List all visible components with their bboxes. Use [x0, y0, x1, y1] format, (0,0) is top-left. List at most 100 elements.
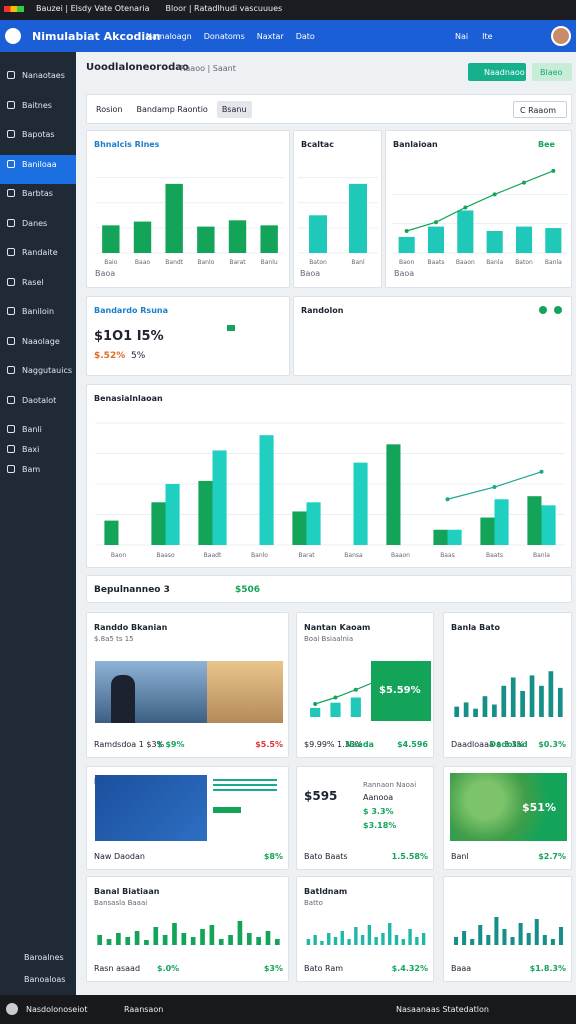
header-link[interactable]: Nai — [455, 32, 469, 41]
status-dot — [539, 306, 547, 314]
bar — [542, 935, 547, 945]
bar — [510, 677, 516, 717]
filter-tab[interactable]: Rosion — [96, 105, 123, 114]
bar — [421, 933, 426, 945]
x-label: Baton — [515, 259, 533, 266]
section-value: $506 — [235, 585, 261, 595]
sidebar-icon — [7, 395, 15, 404]
bar-chart: Baio Baao Bandt Banlo Barat Banlu — [95, 177, 285, 266]
nav-link[interactable]: Donatoms — [203, 32, 245, 41]
main-chart-card: Benasialnlaoan Baon Baaso Baadt Banlo Barat Ba… — [86, 384, 572, 568]
sidebar-icon — [7, 100, 15, 109]
card-footer-value: Naada — [345, 740, 374, 749]
grouped-bar-chart: Baon Baaso Baadt Banlo Barat Bansa Baaon Baas Ba… — [95, 422, 565, 559]
sidebar-item[interactable]: Bam — [0, 460, 76, 480]
bar — [470, 939, 475, 945]
taskbar-item[interactable]: Raansaon — [124, 1005, 164, 1014]
bar — [548, 671, 554, 717]
map-image — [450, 773, 567, 841]
sidebar-item[interactable]: Naaolage — [0, 332, 76, 362]
bar — [218, 939, 224, 945]
bar — [473, 708, 478, 717]
promo-button[interactable] — [213, 807, 241, 813]
bar — [209, 925, 215, 945]
sidebar-item[interactable]: Danes — [0, 214, 76, 244]
sidebar-item[interactable]: Daotalot — [0, 391, 76, 421]
nav-link[interactable]: Dato — [295, 32, 315, 41]
card-subtitle: Bansasla Baaai — [94, 899, 148, 907]
filter-tab[interactable]: Bsanu — [216, 101, 252, 118]
bar — [486, 935, 491, 945]
browser-tab[interactable]: Bauzei | Elsdy Vate Otenaria — [36, 4, 150, 13]
sidebar-item[interactable]: Rasel — [0, 273, 76, 303]
header-link[interactable]: Ite — [482, 32, 493, 41]
sidebar-item[interactable]: Nanaotaes — [0, 66, 76, 96]
trend-line — [447, 471, 542, 500]
select[interactable]: C Raaom — [513, 101, 567, 118]
bar — [388, 923, 392, 945]
bar — [228, 935, 233, 945]
sidebar-icon — [7, 445, 15, 453]
sidebar-item[interactable]: Banoaloas — [24, 975, 66, 984]
nav-link[interactable]: Namaloagn — [146, 32, 192, 41]
bar — [310, 707, 321, 717]
start-icon[interactable] — [6, 1003, 18, 1015]
x-label: Baaon — [391, 552, 410, 559]
filter-tabs: Rosion Bandamp Raontio Bsanu — [91, 101, 252, 118]
avatar[interactable] — [551, 26, 571, 46]
x-label: Baats — [486, 552, 503, 559]
status-dot — [554, 306, 562, 314]
sidebar-item[interactable]: Barbtas — [0, 184, 76, 214]
x-label: Baaso — [156, 552, 175, 559]
secondary-button[interactable]: Blaeo — [532, 63, 572, 81]
card-footer-value: $3% — [263, 964, 283, 973]
sidebar-item[interactable]: Banli — [0, 420, 76, 440]
sidebar-item[interactable]: Bapotas — [0, 125, 76, 155]
bar — [515, 226, 533, 253]
card: Nantan Kaoam Boai Bsiaalnia $5.59% $9.99% 1… — [296, 612, 434, 758]
bar — [545, 228, 562, 253]
sidebar-item[interactable]: Baxi — [0, 440, 76, 460]
nav-link[interactable]: Naxtar — [256, 32, 284, 41]
x-label: Barat — [229, 259, 246, 266]
header-links: Nai Ite — [455, 32, 493, 41]
sidebar-item[interactable]: Baitnes — [0, 96, 76, 126]
sidebar-item[interactable]: Randaite — [0, 243, 76, 273]
bar — [306, 502, 321, 545]
bar — [539, 685, 544, 717]
sidebar-item[interactable]: Naggutauics — [0, 361, 76, 391]
card: Banal Biatiaan Bansasla Baaai Rasn asaad $.… — [86, 876, 289, 982]
bar — [398, 236, 415, 253]
sidebar-item[interactable]: Baroalnes — [24, 953, 64, 962]
sidebar-item[interactable]: Baniloaa — [0, 154, 76, 184]
bar-chart: Baton Banl — [298, 177, 378, 266]
card: Baaa $1.8.3% — [443, 876, 572, 982]
bar — [265, 931, 271, 945]
bar — [340, 931, 344, 945]
bar — [492, 704, 497, 717]
bar — [541, 505, 556, 545]
bar — [327, 933, 331, 945]
taskbar-item[interactable]: Nasaanaas Statedatlon — [396, 1005, 489, 1014]
bar — [104, 520, 119, 545]
filter-tab[interactable]: Bandamp Raontio — [136, 105, 208, 114]
taskbar-item[interactable]: Nasdolonoseiot — [26, 1005, 88, 1014]
card-footer-value: 1.5.58% — [391, 852, 428, 861]
mini-chart — [454, 671, 563, 717]
bar — [333, 937, 338, 945]
panel: Bhnalcis Rlnes Baoa Baio Baao Bandt Banlo Bara… — [86, 130, 290, 288]
card-line: Aanooa — [363, 793, 394, 802]
bar — [190, 937, 196, 945]
promo-text — [213, 779, 277, 793]
kpi-card: Bandardo Rsuna $1O1 I5% $.52% 5% — [86, 296, 290, 376]
sidebar-icon — [7, 218, 15, 227]
bar — [462, 931, 467, 945]
sidebar-item[interactable]: Baniloin — [0, 302, 76, 332]
bar — [313, 935, 317, 945]
primary-button[interactable]: Naadnaoo — [468, 63, 526, 81]
bar — [306, 939, 311, 945]
browser-tab[interactable]: Bloor | Ratadlhudi vascuuues — [165, 4, 283, 13]
bar — [353, 462, 368, 545]
card-footer-value: $9.99% 1.33% — [304, 740, 363, 749]
bar — [415, 937, 419, 945]
